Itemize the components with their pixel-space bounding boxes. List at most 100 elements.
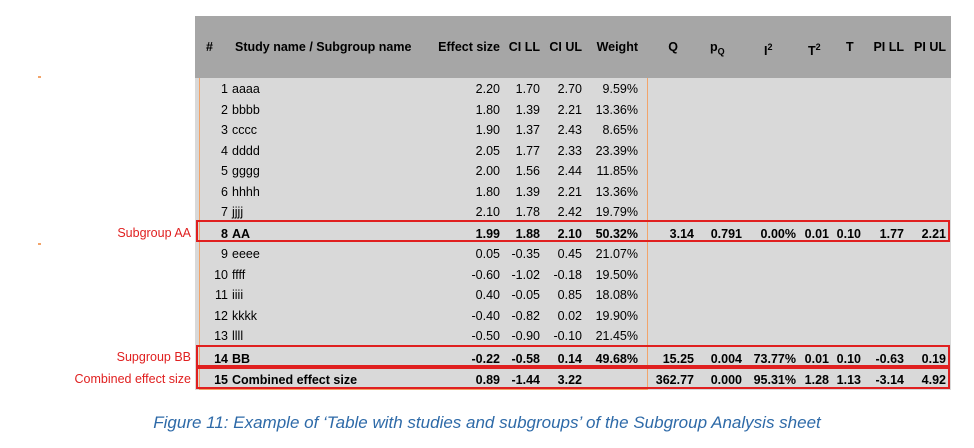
cell-piul: 2.21 bbox=[921, 226, 946, 241]
cell-es: -0.60 bbox=[471, 267, 501, 282]
cell-cill: -1.44 bbox=[511, 373, 541, 387]
cell-weight: 11.85% bbox=[596, 164, 638, 178]
cell-cill: -0.90 bbox=[511, 329, 541, 343]
cell-num: 3 bbox=[221, 123, 228, 137]
cell-weight: 13.36% bbox=[595, 102, 638, 117]
header-t2: T2 bbox=[808, 42, 821, 59]
cell-ciul: 2.44 bbox=[557, 164, 582, 178]
cell-cill: 1.78 bbox=[515, 205, 540, 219]
cell-ciul: 2.43 bbox=[557, 123, 582, 137]
cell-num: 5 bbox=[221, 164, 228, 178]
cell-weight: 18.08% bbox=[595, 288, 638, 302]
cell-cill: 1.39 bbox=[515, 184, 540, 199]
cell-es: 1.80 bbox=[475, 102, 500, 117]
cell-ciul: 0.45 bbox=[557, 247, 582, 261]
cell-ciul: -0.10 bbox=[553, 329, 583, 343]
cell-es: 0.40 bbox=[475, 288, 500, 302]
cell-t2: 1.28 bbox=[804, 373, 829, 387]
cell-name: AA bbox=[232, 226, 251, 241]
cell-pill: -3.14 bbox=[875, 373, 905, 387]
cell-weight: 21.07% bbox=[595, 247, 638, 261]
header-i2: I2 bbox=[764, 42, 773, 59]
cell-es: 2.05 bbox=[475, 143, 500, 158]
cell-es: -0.40 bbox=[471, 308, 501, 323]
cell-name: llll bbox=[232, 329, 244, 343]
cell-num: 15 bbox=[214, 373, 228, 387]
cell-piul: 4.92 bbox=[921, 373, 946, 387]
cell-name: BB bbox=[232, 351, 251, 366]
cell-es: 0.05 bbox=[475, 247, 500, 261]
header-name: Study name / Subgroup name bbox=[235, 40, 412, 54]
cell-ciul: 0.02 bbox=[557, 308, 582, 323]
cell-es: 0.89 bbox=[475, 373, 500, 387]
cell-cill: 1.56 bbox=[515, 164, 540, 178]
cell-q: 3.14 bbox=[669, 226, 694, 241]
cell-i2: 73.77% bbox=[753, 351, 796, 366]
cell-pill: -0.63 bbox=[875, 351, 905, 366]
header-num: # bbox=[206, 40, 213, 54]
cell-weight: 23.39% bbox=[595, 143, 638, 158]
studies-outline bbox=[199, 78, 648, 390]
cell-name: gggg bbox=[232, 164, 260, 178]
cell-cill: 1.70 bbox=[515, 82, 540, 96]
cell-es: -0.50 bbox=[471, 329, 501, 343]
cell-num: 8 bbox=[221, 226, 228, 241]
header-ci-ul: CI UL bbox=[549, 40, 582, 54]
cell-es: 1.80 bbox=[475, 184, 500, 199]
cell-name: hhhh bbox=[232, 184, 260, 199]
cell-weight: 19.79% bbox=[595, 205, 638, 219]
header-ci-ll: CI LL bbox=[508, 40, 540, 54]
label-subgroup-aa: Subgroup AA bbox=[117, 226, 191, 240]
header-weight: Weight bbox=[596, 40, 638, 54]
cell-name: aaaa bbox=[232, 82, 260, 96]
cell-name: dddd bbox=[232, 143, 260, 158]
cell-weight: 19.50% bbox=[595, 267, 638, 282]
subgroup-bb-highlight bbox=[196, 345, 950, 367]
table-header-band bbox=[195, 16, 951, 78]
cell-cill: -0.58 bbox=[511, 351, 541, 366]
header-pi-ll: PI LL bbox=[873, 40, 904, 54]
cell-name: eeee bbox=[232, 247, 260, 261]
cell-ciul: 2.21 bbox=[557, 102, 582, 117]
header-t: T bbox=[846, 40, 854, 54]
cell-ciul: 2.70 bbox=[557, 82, 582, 96]
cell-ciul: 0.14 bbox=[557, 351, 582, 366]
cell-es: 1.90 bbox=[475, 123, 500, 137]
cell-name: kkkk bbox=[232, 308, 257, 323]
cell-ciul: 3.22 bbox=[557, 373, 582, 387]
cell-cill: 1.88 bbox=[515, 226, 540, 241]
cell-t2: 0.01 bbox=[804, 351, 829, 366]
cell-weight: 21.45% bbox=[595, 329, 638, 343]
cell-t: 0.10 bbox=[836, 351, 861, 366]
cell-pq: 0.004 bbox=[710, 351, 742, 366]
cell-name: iiii bbox=[232, 288, 244, 302]
cell-es: -0.22 bbox=[471, 351, 501, 366]
cell-num: 9 bbox=[221, 247, 228, 261]
header-q: Q bbox=[668, 40, 678, 54]
cell-num: 14 bbox=[214, 351, 228, 366]
cell-cill: -0.35 bbox=[511, 247, 541, 261]
cell-name: cccc bbox=[232, 123, 257, 137]
label-combined: Combined effect size bbox=[74, 372, 192, 386]
cell-num: 7 bbox=[221, 205, 228, 219]
cell-num: 10 bbox=[214, 267, 228, 282]
cell-num: 11 bbox=[215, 288, 228, 302]
table-body-band bbox=[195, 78, 951, 390]
cell-i2: 95.31% bbox=[753, 373, 796, 387]
cell-num: 13 bbox=[214, 329, 228, 343]
cell-name: Combined effect size bbox=[232, 373, 358, 387]
header-effect-size: Effect size bbox=[438, 40, 500, 54]
cell-weight: 8.65% bbox=[602, 123, 638, 137]
cell-pq: 0.791 bbox=[710, 226, 742, 241]
cell-cill: 1.37 bbox=[515, 123, 540, 137]
cell-es: 1.99 bbox=[475, 226, 500, 241]
cell-pill: 1.77 bbox=[879, 226, 904, 241]
cell-weight: 19.90% bbox=[595, 308, 638, 323]
combined-highlight bbox=[196, 367, 950, 389]
cell-ciul: 2.42 bbox=[557, 205, 582, 219]
orange-mark bbox=[38, 76, 41, 78]
label-subgroup-bb: Supgroup BB bbox=[116, 350, 191, 364]
cell-pq: 0.000 bbox=[710, 373, 742, 387]
cell-num: 1 bbox=[221, 82, 228, 96]
cell-es: 2.00 bbox=[475, 164, 500, 178]
